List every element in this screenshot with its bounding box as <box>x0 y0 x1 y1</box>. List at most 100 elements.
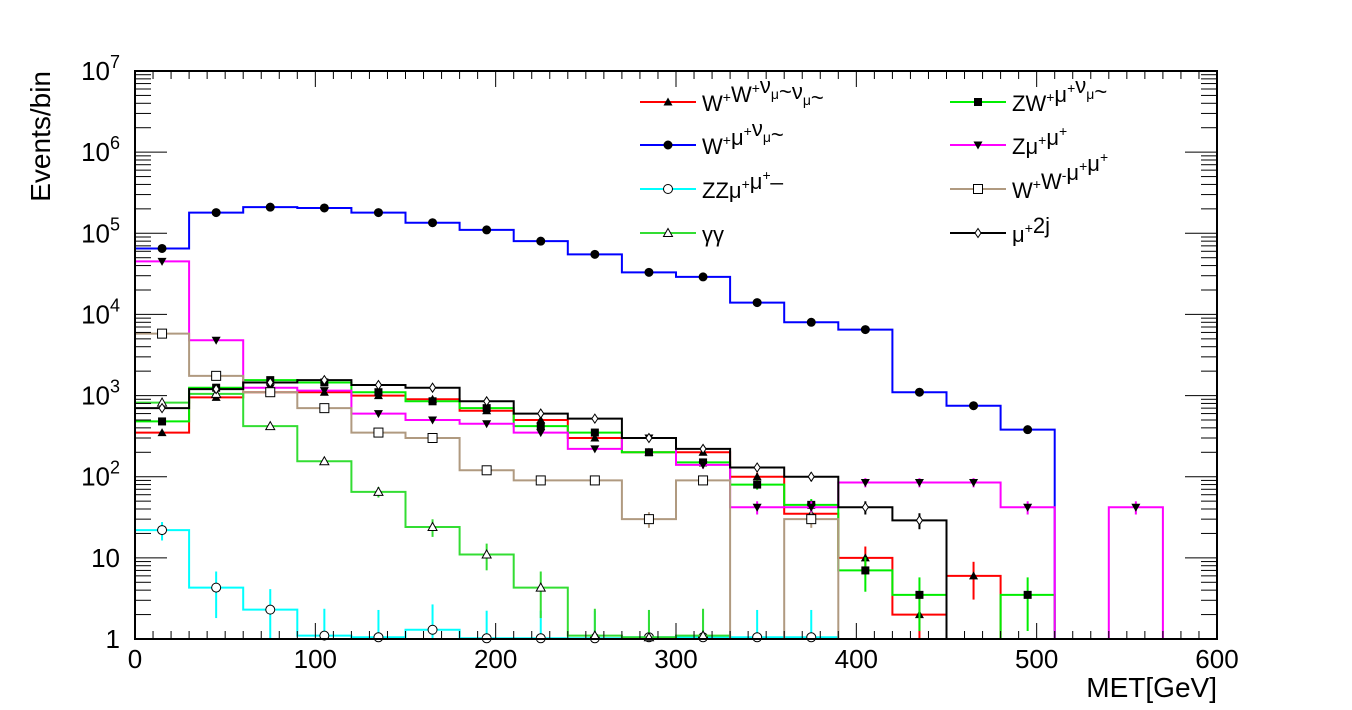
data-point <box>699 443 707 455</box>
legend-marker <box>663 184 673 194</box>
data-point <box>535 582 547 592</box>
data-point <box>319 203 329 213</box>
data-point <box>753 462 761 473</box>
data-point <box>752 503 762 512</box>
data-point <box>969 571 979 580</box>
data-point <box>536 415 546 424</box>
data-point <box>1023 503 1033 512</box>
legend-label: ZW+μ+νμ~ <box>1012 73 1107 116</box>
y-tick-label: 105 <box>81 214 120 248</box>
data-point <box>157 428 167 437</box>
y-tick-label: 103 <box>81 377 120 411</box>
data-point <box>807 471 815 483</box>
data-point <box>590 433 600 442</box>
legend-item-yy: γγ <box>640 222 724 247</box>
data-point <box>158 417 167 426</box>
data-point <box>265 604 276 615</box>
data-point <box>428 218 438 228</box>
data-point <box>536 422 545 431</box>
data-point <box>211 208 221 218</box>
legend-item-ZWuv: ZW+μ+νμ~ <box>950 73 1107 116</box>
data-point <box>698 475 709 486</box>
data-point <box>373 632 384 643</box>
data-point <box>537 408 545 419</box>
data-point <box>319 387 329 396</box>
data-point <box>645 432 653 444</box>
data-point <box>535 475 546 486</box>
data-point <box>483 395 491 407</box>
data-point <box>428 397 437 406</box>
data-point <box>860 478 870 487</box>
data-point <box>752 472 762 481</box>
x-axis-label: MET[GeV] <box>1086 672 1217 703</box>
data-point <box>481 548 493 559</box>
data-point <box>590 445 600 454</box>
data-point <box>211 336 221 345</box>
data-point <box>969 401 979 411</box>
y-tick-label: 102 <box>81 458 120 492</box>
legend-label: ZZμ+μ+_ <box>702 160 784 203</box>
legend-marker <box>973 184 983 194</box>
data-point <box>157 257 167 266</box>
data-point <box>482 420 492 429</box>
data-point <box>374 379 383 391</box>
data-point <box>806 317 816 327</box>
legend-item-Zuu: Zμ+μ+ <box>950 123 1067 159</box>
data-point <box>482 404 491 413</box>
data-point <box>211 582 222 593</box>
legend-marker <box>974 227 982 239</box>
legend-marker <box>973 141 983 150</box>
data-point <box>427 521 438 532</box>
data-point <box>643 514 654 525</box>
data-point <box>806 514 817 525</box>
data-point <box>644 267 654 277</box>
data-point <box>482 225 492 235</box>
data-point <box>264 420 276 431</box>
y-tick-labels: 1 10 102 103 104 105 106 107 <box>81 52 120 654</box>
legend-item-WWuu: W+W-μ+μ+ <box>950 149 1108 203</box>
data-point <box>158 402 166 414</box>
legend-marker <box>662 227 674 237</box>
data-point <box>590 428 599 437</box>
x-tick-label: 100 <box>294 644 337 674</box>
legend-item-u2j: μ+2j <box>950 213 1050 247</box>
y-tick-label: 104 <box>81 295 120 329</box>
data-point <box>1023 590 1032 599</box>
x-tick-labels: 0 100 200 300 400 500 600 <box>128 644 1239 674</box>
x-tick-label: 0 <box>128 644 142 674</box>
legend-label: W+W+νμ~νμ~ <box>702 73 824 116</box>
x-tick-label: 600 <box>1195 644 1238 674</box>
legend-item-ZZuu: ZZμ+μ+_ <box>640 160 784 203</box>
data-point <box>591 413 599 425</box>
data-point <box>915 514 924 526</box>
data-point <box>914 387 924 397</box>
data-point <box>319 630 330 641</box>
data-point <box>861 566 870 575</box>
data-point <box>373 427 384 438</box>
data-point <box>698 272 708 282</box>
x-tick-label: 400 <box>835 644 878 674</box>
series-u2j <box>134 374 948 639</box>
data-point <box>265 202 275 212</box>
data-point <box>861 501 869 513</box>
data-point <box>969 478 979 487</box>
data-point <box>373 410 383 419</box>
y-tick-label: 10 <box>91 543 120 573</box>
data-point <box>373 208 383 218</box>
legend: W+W+νμ~νμ~W+μ+νμ~ZZμ+μ+_ γγ ZW+μ+νμ~ Zμ+μ+W… <box>640 73 1108 247</box>
y-axis-label: Events/bin <box>25 71 56 202</box>
histogram-line-Zuu <box>134 260 1164 640</box>
data-point <box>320 374 328 386</box>
data-point <box>373 486 384 496</box>
legend-label: W+W-μ+μ+ <box>1012 149 1108 203</box>
data-point <box>590 249 600 259</box>
data-point <box>753 480 762 489</box>
data-point <box>157 328 168 339</box>
legend-label: μ+2j <box>1012 213 1050 247</box>
data-point <box>428 416 438 425</box>
legend-marker <box>663 97 673 106</box>
data-point <box>319 403 330 414</box>
legend-label: W+μ+νμ~ <box>702 116 784 159</box>
